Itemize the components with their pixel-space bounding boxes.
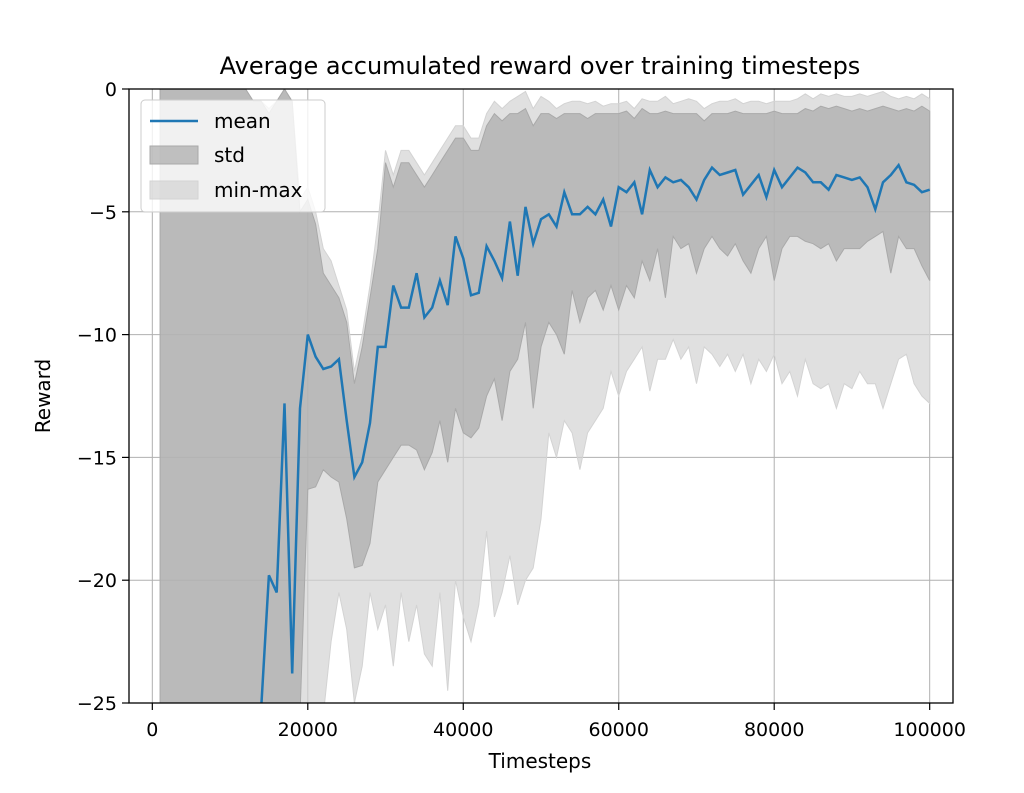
x-tick-label: 80000 [744, 719, 804, 741]
x-tick-label: 100000 [893, 719, 966, 741]
legend-minmax-swatch [149, 180, 199, 200]
y-tick-label: −10 [77, 325, 117, 347]
legend: mean std min-max [140, 99, 326, 213]
x-axis: 0 20000 40000 60000 80000 100000 [146, 703, 966, 741]
legend-std-label: std [214, 143, 245, 167]
plot-frame [128, 88, 954, 704]
chart-title: Average accumulated reward over training… [220, 52, 861, 80]
y-tick-label: −20 [77, 570, 117, 592]
std-band [159, 89, 931, 703]
x-axis-label: Timesteps [488, 749, 592, 773]
y-tick-label: −15 [77, 447, 117, 469]
legend-mean-label: mean [214, 109, 271, 133]
y-tick-label: 0 [105, 79, 117, 101]
mean-line [260, 162, 931, 703]
legend-std-swatch [149, 145, 199, 165]
legend-minmax-label: min-max [214, 178, 303, 202]
y-tick-label: −25 [77, 693, 117, 715]
x-tick-label: 0 [146, 719, 158, 741]
y-axis: 0 −5 −10 −15 −20 −25 [77, 79, 129, 715]
x-tick-label: 20000 [278, 719, 338, 741]
y-tick-label: −5 [89, 202, 117, 224]
y-axis-label: Reward [31, 359, 55, 433]
x-tick-label: 40000 [433, 719, 493, 741]
x-tick-label: 60000 [589, 719, 649, 741]
